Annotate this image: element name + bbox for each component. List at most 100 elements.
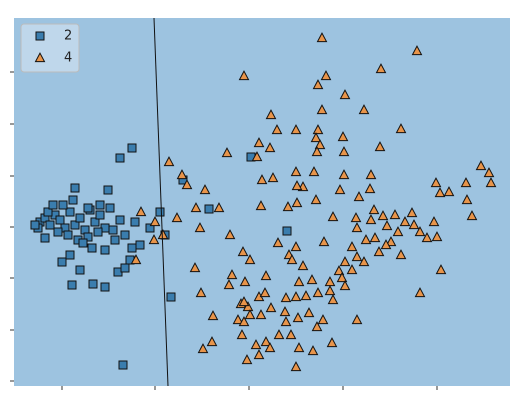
point <box>318 236 330 247</box>
point <box>336 272 348 283</box>
point <box>353 191 365 202</box>
point <box>373 246 385 257</box>
point <box>434 187 446 198</box>
point <box>392 226 404 237</box>
point <box>291 197 303 208</box>
point <box>65 250 75 260</box>
point <box>380 239 392 250</box>
point <box>135 240 145 250</box>
point <box>221 147 233 158</box>
point <box>312 79 324 90</box>
point <box>320 70 332 81</box>
point <box>346 264 358 275</box>
point <box>70 220 80 230</box>
point <box>115 153 125 163</box>
point <box>267 172 279 183</box>
point <box>189 262 201 273</box>
point <box>395 123 407 134</box>
point <box>431 231 443 242</box>
point <box>381 220 393 231</box>
point <box>389 209 401 220</box>
point <box>197 343 209 354</box>
point <box>264 142 276 153</box>
point <box>176 169 188 180</box>
point <box>310 194 322 205</box>
point <box>65 207 75 217</box>
point <box>155 207 165 217</box>
point <box>358 256 370 267</box>
point <box>127 143 137 153</box>
point <box>105 203 115 213</box>
point <box>130 217 140 227</box>
point <box>375 63 387 74</box>
point <box>290 361 302 372</box>
point <box>317 314 329 325</box>
point <box>120 263 130 273</box>
point <box>204 204 214 214</box>
point <box>326 337 338 348</box>
point <box>130 254 142 265</box>
point <box>351 251 363 262</box>
point <box>327 294 339 305</box>
point <box>194 222 206 233</box>
point <box>259 287 271 298</box>
point <box>75 213 85 223</box>
point <box>290 124 302 135</box>
point <box>166 292 176 302</box>
point <box>45 220 55 230</box>
point <box>374 141 386 152</box>
point <box>314 139 326 150</box>
point <box>149 216 161 227</box>
point <box>163 156 175 167</box>
point <box>242 301 254 312</box>
point <box>171 212 183 223</box>
point <box>290 241 302 252</box>
point <box>475 160 487 171</box>
point <box>368 204 380 215</box>
point <box>399 216 411 227</box>
point <box>443 186 455 197</box>
point <box>244 309 256 320</box>
point <box>408 219 420 230</box>
point <box>199 184 211 195</box>
point <box>337 131 349 142</box>
point <box>377 210 389 221</box>
point <box>238 70 250 81</box>
point <box>40 233 50 243</box>
point <box>232 314 244 325</box>
point <box>286 254 298 265</box>
point <box>421 232 433 243</box>
point <box>256 174 268 185</box>
point <box>290 291 302 302</box>
point <box>127 243 137 253</box>
point <box>350 212 362 223</box>
point <box>265 302 277 313</box>
point <box>351 314 363 325</box>
point <box>311 146 323 157</box>
point <box>83 232 93 242</box>
point <box>260 270 272 281</box>
point <box>110 235 120 245</box>
point <box>428 216 440 227</box>
point <box>93 227 103 237</box>
point <box>293 342 305 353</box>
point <box>282 201 294 212</box>
point <box>241 354 253 365</box>
point <box>115 215 125 225</box>
point <box>300 290 312 301</box>
point <box>57 257 67 267</box>
point <box>239 276 251 287</box>
point <box>67 280 77 290</box>
point <box>108 225 118 235</box>
point <box>291 180 303 191</box>
point <box>365 169 377 180</box>
point <box>226 269 238 280</box>
point <box>280 316 292 327</box>
point <box>55 215 65 225</box>
point <box>100 282 110 292</box>
point <box>48 200 58 210</box>
point <box>282 226 292 236</box>
point <box>430 177 442 188</box>
point <box>311 321 323 332</box>
point <box>272 237 284 248</box>
